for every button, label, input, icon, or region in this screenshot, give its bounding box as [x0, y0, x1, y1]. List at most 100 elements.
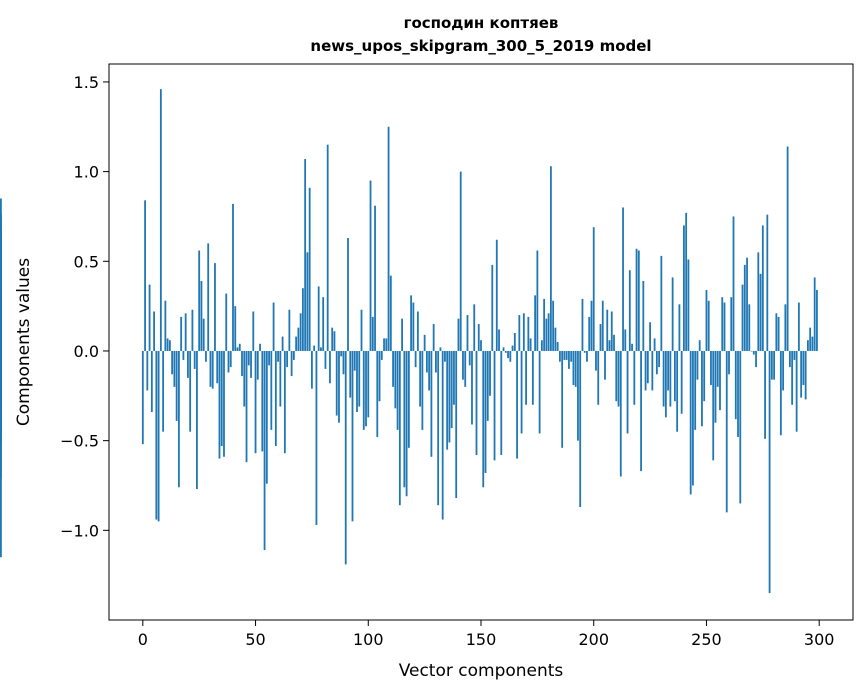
bar-149	[477, 324, 480, 351]
bar-133	[441, 350, 444, 520]
bar-277	[766, 214, 769, 351]
bar-85	[333, 331, 336, 351]
bar-67	[292, 350, 295, 360]
bar-226	[651, 350, 654, 391]
bar-199	[590, 300, 593, 351]
bar-237	[676, 350, 679, 432]
bar-84	[331, 327, 334, 351]
bar-102	[371, 316, 374, 351]
bar-69	[297, 327, 300, 351]
bar-64	[286, 350, 289, 368]
bar-152	[484, 350, 487, 473]
bar-256	[719, 350, 721, 411]
bar-86	[335, 350, 338, 416]
bar-274	[759, 273, 762, 351]
bar-239	[680, 350, 683, 414]
bar-146	[471, 350, 473, 425]
bar-78	[317, 286, 320, 351]
bar-190	[570, 350, 573, 362]
bars-group	[0, 89, 818, 594]
bar-113	[396, 350, 399, 430]
y-axis-label: Components values	[14, 258, 34, 426]
bar-55	[265, 350, 268, 484]
bar-127	[428, 350, 431, 391]
bar-23	[193, 350, 196, 369]
bar-117	[405, 350, 408, 497]
bar-268	[746, 257, 748, 351]
bar-156	[493, 350, 496, 461]
bar-123	[419, 350, 422, 407]
bar-38	[227, 350, 230, 373]
x-tick-label: 250	[691, 630, 722, 649]
bar-159	[500, 350, 503, 455]
y-tick-label: 0.5	[74, 252, 99, 271]
bar-63	[283, 350, 286, 454]
bar-281	[775, 313, 778, 351]
bar-126	[425, 350, 428, 373]
bar-209	[613, 334, 615, 351]
bar-70	[299, 313, 302, 351]
bar-115	[401, 318, 403, 351]
bar-169	[522, 313, 525, 351]
bar-168	[520, 350, 523, 434]
bar-42	[236, 347, 239, 351]
bar-47	[247, 350, 250, 366]
bar-49	[252, 311, 255, 351]
bar-141	[459, 171, 462, 351]
bar-165	[513, 333, 516, 351]
bar-150	[480, 340, 482, 351]
bar-251	[707, 300, 710, 351]
bar-286	[786, 146, 789, 351]
bar-118	[407, 350, 410, 448]
bar-136	[448, 350, 451, 443]
bar-253	[712, 350, 715, 461]
bar-43	[238, 343, 241, 351]
bar-212	[619, 350, 622, 477]
bar-75	[311, 350, 313, 389]
bar-195	[581, 298, 584, 351]
bar-231	[662, 350, 665, 407]
bar-228	[655, 350, 658, 375]
chart-title-line1: господин коптяев	[404, 14, 559, 32]
bar-119	[410, 295, 413, 351]
bar-241	[685, 212, 688, 351]
bar-234	[669, 350, 672, 407]
y-tick-label: 1.0	[74, 163, 99, 182]
bar-184	[556, 342, 559, 351]
bar-173	[531, 350, 534, 405]
bar-293	[802, 350, 805, 386]
bar-13	[171, 350, 174, 375]
bar-221	[640, 350, 642, 472]
bar-240	[683, 225, 685, 351]
bar-171	[527, 316, 530, 351]
bar-120	[412, 302, 415, 351]
bar-29	[207, 243, 210, 351]
bar-undefined	[0, 198, 2, 351]
bar-89	[342, 350, 345, 375]
bar-181	[549, 166, 552, 351]
bar-211	[617, 350, 620, 407]
bar-210	[615, 350, 618, 402]
bar-25	[198, 250, 201, 351]
bar-238	[678, 304, 681, 351]
x-tick-label: 0	[138, 630, 148, 649]
bar-96	[358, 350, 361, 407]
bar-undefined	[0, 350, 2, 447]
bar-71	[301, 288, 304, 351]
bar-27	[202, 318, 205, 351]
bar-76	[313, 345, 316, 351]
bar-295	[807, 340, 809, 351]
bar-130	[435, 350, 437, 373]
bar-235	[671, 277, 674, 351]
bar-24	[196, 350, 198, 490]
bar-105	[378, 350, 381, 402]
bar-128	[430, 350, 433, 457]
bar-82	[326, 144, 329, 351]
bar-247	[698, 340, 701, 351]
bar-258	[723, 302, 726, 351]
bar-62	[281, 336, 284, 351]
bar-225	[649, 322, 651, 351]
bar-108	[385, 338, 388, 351]
bar-220	[637, 250, 640, 351]
